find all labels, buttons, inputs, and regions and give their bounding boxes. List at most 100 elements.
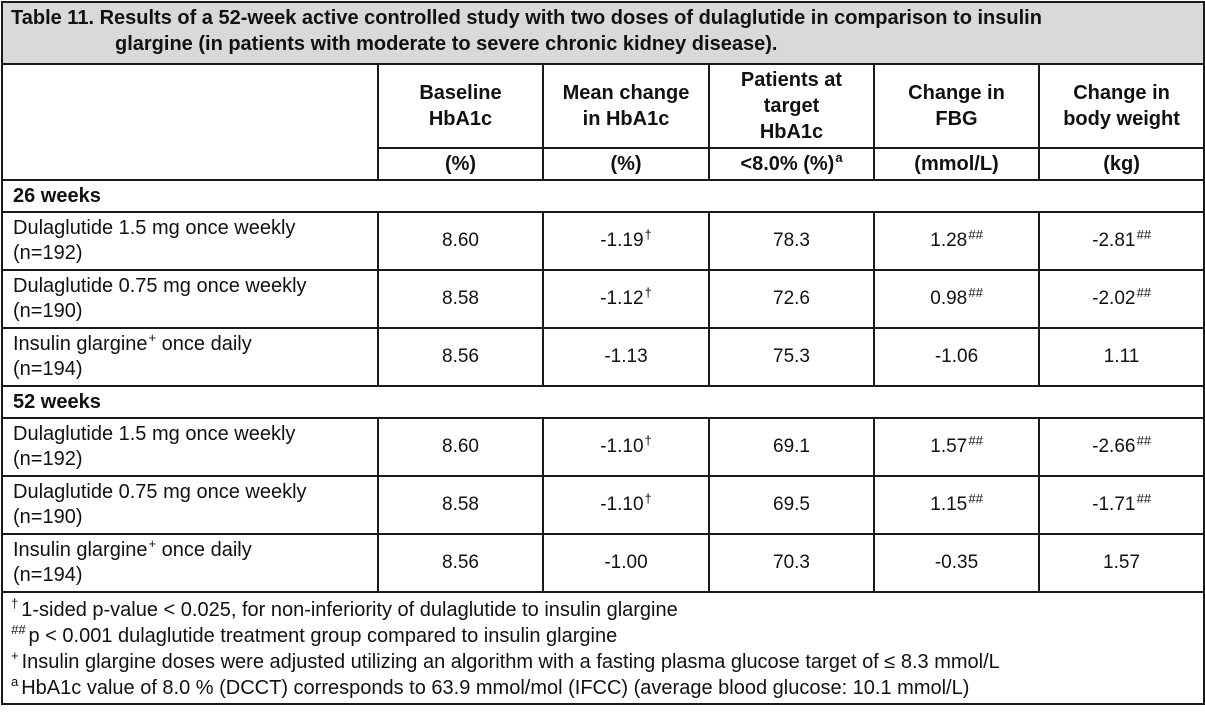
treatment-label: Insulin glargine+ once daily (n=194): [1, 533, 379, 593]
cell-value: -1.71: [1092, 494, 1136, 515]
cell-value: 72.6: [773, 288, 810, 309]
cell-sup: ##: [1136, 284, 1151, 300]
cell-sup: ##: [968, 490, 983, 506]
cell-value: 69.5: [773, 494, 810, 515]
section-row: 52 weeks: [0, 385, 1205, 419]
treatment-label: Dulaglutide 1.5 mg once weekly (n=192): [1, 417, 379, 477]
value-baseline: 8.56: [377, 327, 544, 387]
value-baseline: 8.60: [377, 417, 544, 477]
section-row: 26 weeks: [0, 179, 1205, 213]
value-fbg: 1.28##: [873, 211, 1040, 271]
treatment-name: Insulin glargine: [13, 333, 148, 355]
treatment-label: Dulaglutide 1.5 mg once weekly (n=192): [1, 211, 379, 271]
value-weight: 1.57: [1037, 533, 1205, 593]
unit-baseline: (%): [377, 147, 544, 181]
footnote: a HbA1c value of 8.0 % (DCCT) corresponds…: [11, 675, 1195, 701]
footnote-text: p < 0.001 dulaglutide treatment group co…: [28, 625, 618, 647]
column-header-fbg: Change in FBG: [873, 63, 1040, 149]
unit-target-text: <8.0% (%): [740, 152, 835, 175]
cell-value: 75.3: [773, 346, 810, 367]
cell-value: 8.56: [442, 552, 479, 573]
table-row: Dulaglutide 1.5 mg once weekly (n=192) 8.6…: [1, 417, 1205, 477]
section-label: 52 weeks: [0, 385, 1205, 419]
value-target: 69.1: [708, 417, 875, 477]
value-mean-change: -1.19†: [542, 211, 710, 271]
footnote-symbol: a: [11, 674, 19, 690]
value-fbg: 1.57##: [873, 417, 1040, 477]
footnote-symbol: +: [11, 648, 19, 664]
table-title-line2: glargine (in patients with moderate to s…: [115, 33, 778, 55]
footnote-text: 1-sided p-value < 0.025, for non-inferio…: [21, 599, 678, 621]
value-target: 70.3: [708, 533, 875, 593]
treatment-label: Dulaglutide 0.75 mg once weekly (n=190): [1, 269, 379, 329]
value-baseline: 8.56: [377, 533, 544, 593]
cell-sup: †: [644, 284, 652, 300]
treatment-sup: +: [148, 536, 157, 552]
value-baseline: 8.58: [377, 475, 544, 535]
treatment-n: (n=194): [13, 358, 83, 380]
cell-value: 1.11: [1103, 346, 1140, 367]
cell-value: -1.00: [604, 552, 648, 573]
cell-sup: †: [644, 226, 652, 242]
cell-sup: ##: [968, 226, 983, 242]
value-target: 75.3: [708, 327, 875, 387]
cell-value: -1.19: [600, 230, 644, 251]
treatment-n: (n=190): [13, 300, 83, 322]
cell-value: 8.56: [442, 346, 479, 367]
footnotes-row: † 1-sided p-value < 0.025, for non-inferi…: [0, 591, 1205, 705]
table-row: Dulaglutide 0.75 mg once weekly (n=190) 8.…: [1, 475, 1205, 535]
value-target: 72.6: [708, 269, 875, 329]
cell-value: 69.1: [773, 436, 810, 457]
value-mean-change: -1.10†: [542, 475, 710, 535]
cell-value: -1.06: [934, 346, 979, 367]
value-weight: -2.02##: [1037, 269, 1205, 329]
empty-header-cell: [1, 63, 379, 181]
cell-value: -0.35: [934, 552, 979, 573]
value-fbg: -1.06: [873, 327, 1040, 387]
value-baseline: 8.58: [377, 269, 544, 329]
treatment-name: Dulaglutide 0.75 mg once weekly: [13, 481, 307, 503]
unit-target: <8.0% (%)a: [708, 147, 875, 181]
value-fbg: 1.15##: [873, 475, 1040, 535]
value-fbg: -0.35: [873, 533, 1040, 593]
cell-sup: ##: [968, 432, 983, 448]
treatment-name-suffix: once daily: [156, 539, 252, 561]
footnote: + Insulin glargine doses were adjusted ut…: [11, 649, 1195, 675]
unit-mean-change: (%): [542, 147, 710, 181]
table-row: Dulaglutide 0.75 mg once weekly (n=190) 8.…: [1, 269, 1205, 329]
cell-sup: ##: [1136, 226, 1151, 242]
value-mean-change: -1.10†: [542, 417, 710, 477]
footnote-text: HbA1c value of 8.0 % (DCCT) corresponds …: [21, 677, 970, 699]
treatment-n: (n=194): [13, 564, 83, 586]
cell-value: -1.10: [600, 494, 644, 515]
value-baseline: 8.60: [377, 211, 544, 271]
column-header-mean-change: Mean change in HbA1c: [542, 63, 710, 149]
unit-fbg: (mmol/L): [873, 147, 1040, 181]
cell-sup: ##: [1136, 490, 1151, 506]
column-header-weight: Change in body weight: [1037, 63, 1205, 149]
column-header-baseline: Baseline HbA1c: [377, 63, 544, 149]
cell-value: 0.98: [930, 288, 968, 309]
treatment-n: (n=190): [13, 506, 83, 528]
table-row: Insulin glargine+ once daily (n=194) 8.56 -…: [1, 533, 1205, 593]
cell-value: 8.58: [442, 288, 479, 309]
value-weight: -1.71##: [1037, 475, 1205, 535]
value-mean-change: -1.12†: [542, 269, 710, 329]
value-weight: -2.66##: [1037, 417, 1205, 477]
value-mean-change: -1.13: [542, 327, 710, 387]
cell-value: 8.58: [442, 494, 479, 515]
cell-value: 8.60: [442, 230, 479, 251]
cell-value: 1.57: [1103, 552, 1141, 573]
cell-value: 1.28: [930, 230, 968, 251]
table-row: Insulin glargine+ once daily (n=194) 8.56 -…: [1, 327, 1205, 387]
footnote-symbol: ##: [11, 622, 26, 638]
treatment-name-suffix: once daily: [156, 333, 252, 355]
unit-weight: (kg): [1037, 147, 1205, 181]
footnotes-cell: † 1-sided p-value < 0.025, for non-inferi…: [0, 591, 1205, 705]
column-header-target: Patients at target HbA1c: [708, 63, 875, 149]
cell-sup: †: [644, 432, 652, 448]
table-title: Table 11. Results of a 52-week active co…: [0, 1, 1205, 65]
table-title-line1: Table 11. Results of a 52-week active co…: [11, 7, 1042, 29]
treatment-label: Dulaglutide 0.75 mg once weekly (n=190): [1, 475, 379, 535]
